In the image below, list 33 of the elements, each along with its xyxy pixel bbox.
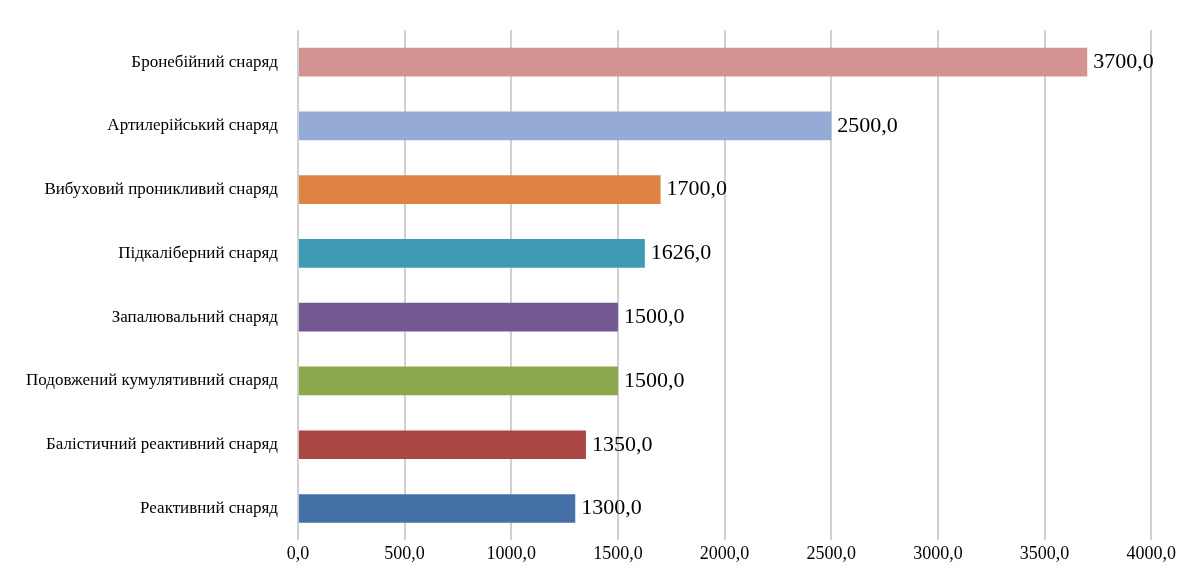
- x-tick-label: 3500,0: [1019, 542, 1070, 563]
- bar: [298, 366, 618, 396]
- x-tick-label: 1000,0: [486, 542, 537, 563]
- bar: [298, 430, 586, 460]
- x-tick-label: 3000,0: [913, 542, 963, 563]
- data-label: 1700,0: [666, 175, 728, 201]
- x-tick-label: 1500,0: [593, 542, 643, 563]
- bar: [298, 111, 832, 141]
- data-label: 2500,0: [837, 111, 898, 137]
- y-tick-label: Балістичний реактивний снаряд: [46, 434, 279, 454]
- y-tick-label: Запалювальний снаряд: [111, 306, 279, 326]
- bar: [298, 47, 1088, 77]
- data-label: 1626,0: [650, 239, 712, 265]
- bar: [298, 239, 645, 268]
- data-label: 1500,0: [623, 302, 685, 328]
- bar: [298, 175, 661, 204]
- x-tick-label: 500,0: [384, 542, 425, 563]
- data-label: 1300,0: [581, 494, 642, 520]
- y-tick-label: Подовжений кумулятивний снаряд: [25, 370, 279, 390]
- x-tick-label: 2500,0: [806, 542, 857, 563]
- x-tick-label: 2000,0: [699, 542, 750, 563]
- data-label: 1350,0: [591, 430, 653, 456]
- x-tick-label: 4000,0: [1126, 542, 1176, 563]
- data-label: 3700,0: [1093, 47, 1154, 73]
- bar: [298, 302, 618, 332]
- bar: [298, 494, 576, 523]
- y-tick-label: Реактивний снаряд: [140, 497, 279, 517]
- y-tick-label: Вибуховий проникливий снаряд: [44, 179, 279, 199]
- data-label: 1500,0: [623, 366, 685, 392]
- y-tick-label: Артилерійський снаряд: [107, 115, 279, 135]
- x-tick-label: 0,0: [286, 542, 310, 563]
- y-tick-label: Бронебійний снаряд: [131, 51, 279, 71]
- y-tick-label: Підкаліберний снаряд: [118, 242, 279, 262]
